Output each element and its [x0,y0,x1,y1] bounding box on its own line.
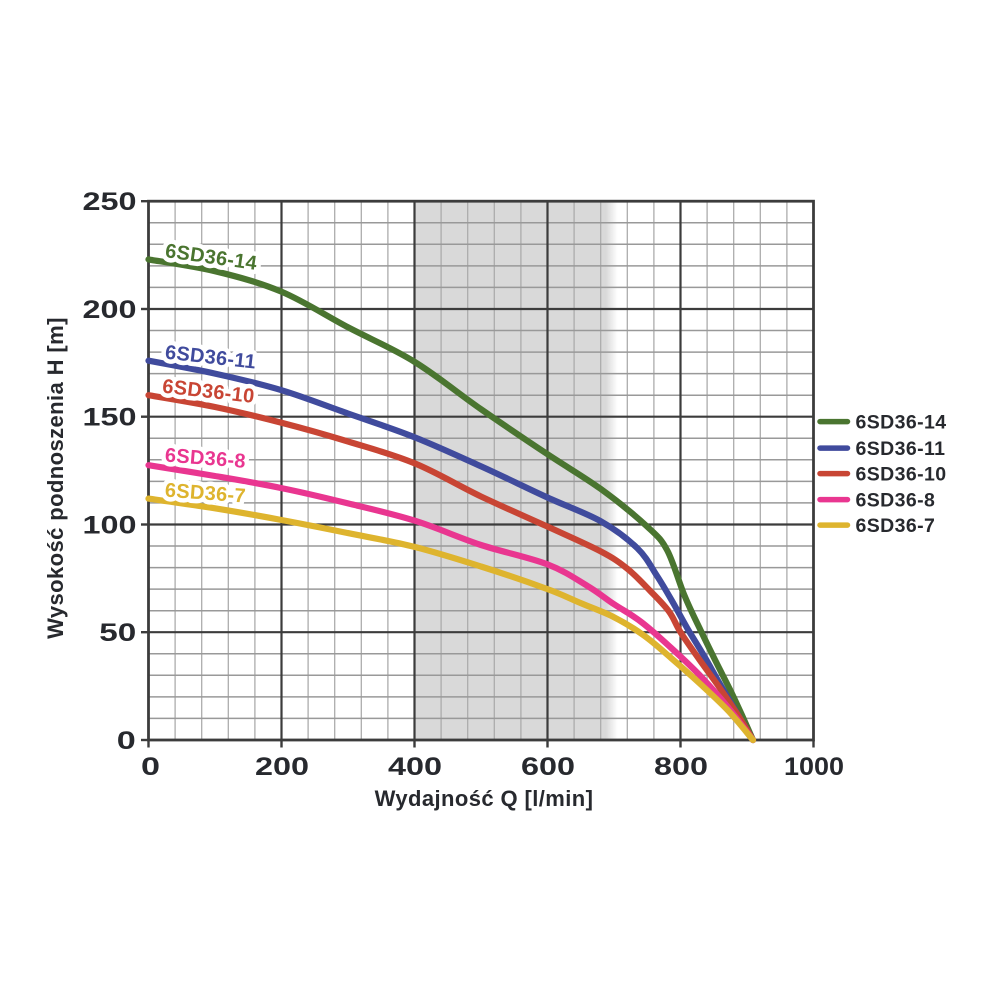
svg-text:0: 0 [117,727,136,755]
svg-text:200: 200 [255,753,309,781]
svg-text:6SD36-8: 6SD36-8 [856,490,936,512]
svg-text:50: 50 [99,619,136,647]
svg-text:0: 0 [141,753,160,781]
svg-text:Wydajność Q [l/min]: Wydajność Q [l/min] [375,786,594,811]
svg-text:6SD36-7: 6SD36-7 [856,515,936,537]
svg-text:100: 100 [83,511,137,539]
svg-text:250: 250 [83,188,137,216]
svg-text:800: 800 [654,753,708,781]
svg-text:1000: 1000 [784,753,844,781]
svg-text:6SD36-11: 6SD36-11 [856,438,946,460]
svg-text:600: 600 [521,753,575,781]
svg-text:400: 400 [388,753,442,781]
svg-text:200: 200 [83,296,137,324]
svg-text:150: 150 [83,404,137,432]
svg-text:6SD36-10: 6SD36-10 [856,464,947,486]
svg-text:Wysokość podnoszenia H [m]: Wysokość podnoszenia H [m] [43,317,68,639]
svg-text:6SD36-14: 6SD36-14 [856,412,947,434]
